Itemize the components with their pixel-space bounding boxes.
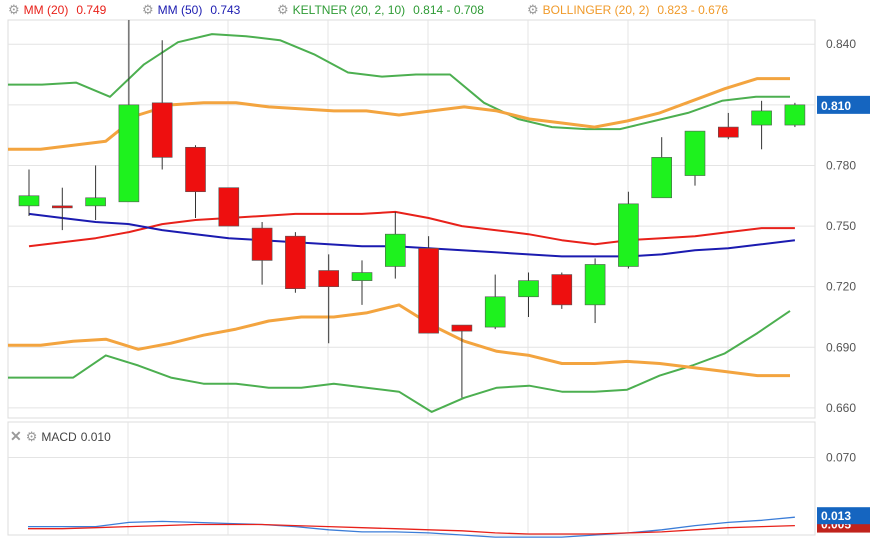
series-line-keltner-upper — [8, 33, 790, 131]
close-icon[interactable]: ✕ — [10, 428, 22, 444]
candle — [384, 211, 406, 279]
candle — [651, 137, 673, 199]
candle-body — [318, 270, 340, 287]
macd-grid — [7, 421, 816, 536]
price-tick-label: 0.690 — [826, 340, 856, 354]
legend-keltner[interactable]: ⚙ KELTNER (20, 2, 10) 0.814 - 0.708 — [277, 3, 484, 17]
candle — [418, 236, 439, 334]
legend-bollinger[interactable]: ⚙ BOLLINGER (20, 2) 0.823 - 0.676 — [527, 3, 728, 17]
candle — [218, 187, 240, 227]
legend-keltner-value: 0.814 - 0.708 — [413, 3, 484, 17]
candle-body — [684, 130, 706, 176]
candle — [51, 187, 73, 231]
candle — [484, 274, 506, 330]
candle — [618, 191, 639, 269]
legend-ma50-value: 0.743 — [210, 3, 241, 17]
candles — [18, 20, 806, 398]
candle-body — [251, 227, 273, 261]
macd-pane-frame — [7, 421, 816, 536]
legend-ma50[interactable]: ⚙ MM (50) 0.743 — [142, 3, 240, 17]
legend-ma50-name: MM (50) — [157, 3, 203, 17]
candle-body — [784, 104, 806, 126]
legend-ma20[interactable]: ⚙ MM (20) 0.749 — [8, 3, 106, 17]
candle-body — [85, 197, 106, 207]
candle-body — [751, 110, 772, 126]
legend-ma20-name: MM (20) — [23, 3, 69, 17]
candle-body — [484, 296, 506, 328]
legend-bollinger-value: 0.823 - 0.676 — [657, 3, 729, 17]
candle-body — [651, 157, 673, 199]
price-tick-label: 0.780 — [826, 158, 856, 172]
candle — [285, 232, 306, 293]
gear-icon[interactable]: ⚙ — [8, 2, 20, 17]
price-tick-label: 0.720 — [826, 280, 856, 294]
candle-body — [151, 102, 173, 158]
candle — [584, 258, 606, 324]
legend-ma20-value: 0.749 — [76, 3, 107, 17]
macd-value-badge — [817, 507, 870, 525]
candle-body — [717, 126, 739, 138]
candle — [451, 324, 473, 398]
candle — [518, 272, 539, 317]
macd-legend-value: 0.010 — [80, 429, 111, 444]
candle-body — [118, 104, 140, 203]
price-tick-label: 0.840 — [826, 37, 856, 51]
candle — [185, 145, 206, 218]
price-tick-label: 0.660 — [826, 401, 856, 415]
macd-series-signal — [28, 523, 795, 535]
candle-body — [584, 264, 606, 306]
candle-body — [618, 203, 639, 267]
price-axis: 0.840 0.810 0.780 0.750 0.720 0.690 0.660 0.070… — [817, 37, 870, 533]
candle — [318, 254, 340, 344]
candle — [551, 272, 573, 309]
price-pane-frame — [7, 19, 816, 419]
macd-value-badge-label: 0.013 — [821, 509, 851, 523]
price-grid — [7, 19, 816, 419]
candle-body — [518, 280, 539, 298]
candle — [85, 165, 106, 221]
macd-tick-label: 0.070 — [826, 451, 856, 465]
candle-body — [384, 233, 406, 267]
price-tick-label: 0.750 — [826, 219, 856, 233]
macd-series-macd — [28, 516, 795, 538]
candle — [717, 112, 739, 140]
series-line-mm-20- — [28, 210, 795, 248]
legend-keltner-name: KELTNER (20, 2, 10) — [292, 3, 406, 17]
candle-body — [551, 274, 573, 306]
series-line-bollinger-lower — [8, 303, 790, 378]
gear-icon[interactable]: ⚙ — [277, 2, 289, 17]
candle-body — [418, 247, 439, 334]
macd-legend-name: MACD — [41, 429, 77, 444]
gear-icon[interactable]: ⚙ — [25, 428, 38, 444]
candle-body — [351, 272, 373, 281]
series-line-mm-50- — [28, 212, 796, 258]
candle — [784, 102, 806, 128]
candle-body — [51, 205, 73, 209]
candle — [684, 130, 706, 186]
candle — [118, 20, 140, 203]
current-price-badge — [817, 95, 870, 114]
gear-icon[interactable]: ⚙ — [527, 2, 539, 17]
candle-body — [18, 195, 40, 207]
macd-legend-row: ✕ ⚙ MACD 0.010 — [10, 428, 111, 445]
candle-body — [218, 187, 240, 227]
macd-lines — [28, 516, 795, 538]
current-price-badge-label: 0.810 — [821, 99, 851, 113]
candle — [751, 100, 772, 150]
candle-body — [185, 146, 206, 193]
candle — [351, 260, 373, 305]
candle-body — [285, 235, 306, 290]
gear-icon[interactable]: ⚙ — [142, 2, 154, 17]
legend-bollinger-name: BOLLINGER (20, 2) — [542, 3, 650, 17]
indicator-legend: ⚙ MM (20) 0.749 ⚙ MM (50) 0.743 ⚙ KELTNE… — [0, 0, 815, 20]
series-line-keltner-lower — [8, 310, 791, 413]
candle — [251, 222, 273, 285]
candle — [151, 40, 173, 170]
candle-body — [451, 324, 473, 332]
candle — [18, 169, 40, 216]
